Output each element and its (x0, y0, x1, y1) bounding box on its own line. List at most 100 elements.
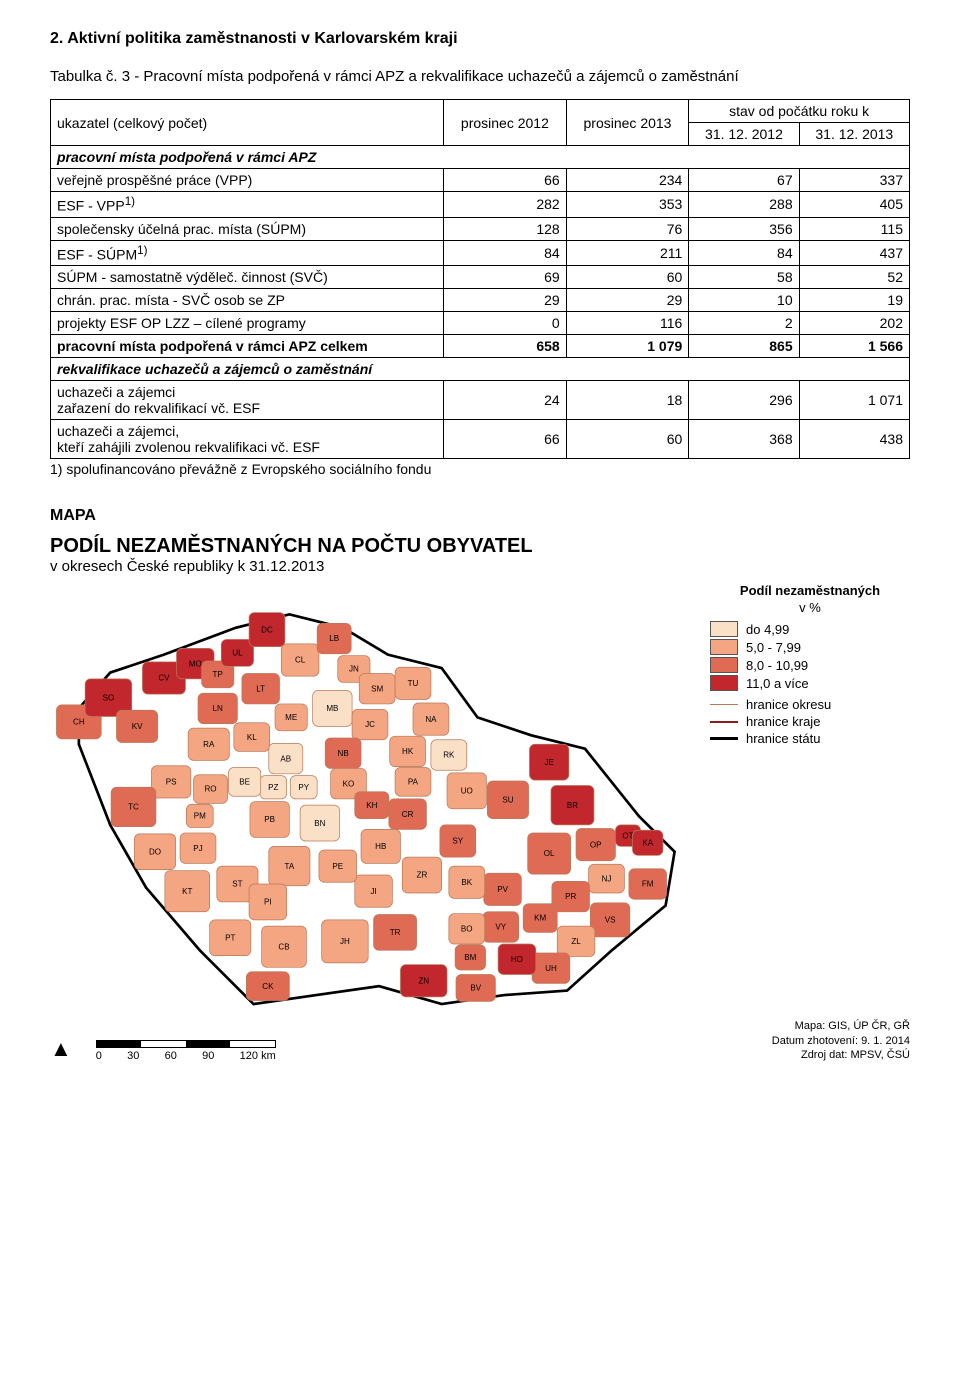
legend-label: 11,0 a více (746, 676, 809, 691)
credit-line: Datum zhotovení: 9. 1. 2014 (772, 1034, 910, 1048)
table-cell: 438 (799, 420, 909, 459)
district-shape (552, 882, 590, 912)
table-cell: 58 (689, 266, 799, 289)
table-cell: 52 (799, 266, 909, 289)
group-header-cell: pracovní místa podpořená v rámci APZ (51, 146, 910, 169)
credit-line: Mapa: GIS, ÚP ČR, GŘ (772, 1019, 910, 1033)
row-label: společensky účelná prac. místa (SÚPM) (51, 217, 444, 240)
table-cell: 0 (444, 312, 567, 335)
legend-line-item: hranice kraje (710, 714, 910, 729)
table-cell: 658 (444, 335, 567, 358)
table-cell: 66 (444, 420, 567, 459)
table-cell: 865 (689, 335, 799, 358)
row-label: ESF - VPP1) (51, 192, 444, 218)
district-shape (483, 912, 519, 942)
district-shape (246, 972, 289, 1001)
apz-table: ukazatel (celkový počet) prosinec 2012 p… (50, 99, 910, 459)
district-shape (449, 914, 485, 944)
credit-line: Zdroj dat: MPSV, ČSÚ (772, 1048, 910, 1062)
district-shape (355, 792, 389, 819)
scalebar-tick: 120 km (240, 1050, 276, 1062)
north-arrow-icon: ▲ (50, 1036, 72, 1062)
district-shape (111, 788, 156, 827)
district-shape (300, 805, 339, 841)
legend-label: 5,0 - 7,99 (746, 640, 801, 655)
table-cell: 282 (444, 192, 567, 218)
table-cell: 337 (799, 169, 909, 192)
scalebar-tick: 90 (202, 1050, 214, 1062)
district-shape (390, 737, 426, 767)
scalebar-tick: 30 (127, 1050, 139, 1062)
map-title: PODÍL NEZAMĚSTNANÝCH NA POČTU OBYVATEL (50, 535, 910, 558)
th-col1: prosinec 2012 (444, 100, 567, 146)
legend-swatch (710, 621, 738, 637)
row-label: pracovní místa podpořená v rámci APZ cel… (51, 335, 444, 358)
district-shape (498, 944, 536, 974)
district-shape (249, 884, 287, 920)
legend-swatch (710, 675, 738, 691)
legend-line-item: hranice okresu (710, 697, 910, 712)
table-row: veřejně prospěšné práce (VPP)6623467337 (51, 169, 910, 192)
district-shape (210, 920, 251, 956)
district-shape (242, 674, 280, 704)
row-label: chrán. prac. místa - SVČ osob se ZP (51, 289, 444, 312)
table-cell: 10 (689, 289, 799, 312)
district-shape (528, 833, 571, 874)
legend-item: 8,0 - 10,99 (710, 657, 910, 673)
district-shape (180, 833, 216, 863)
district-shape (532, 953, 570, 983)
table-cell: 115 (799, 217, 909, 240)
district-shape (352, 710, 388, 740)
district-shape (290, 776, 317, 799)
district-shape (523, 904, 557, 933)
table-caption: Tabulka č. 3 - Pracovní místa podpořená … (50, 68, 910, 85)
group-header-row: pracovní místa podpořená v rámci APZ (51, 146, 910, 169)
scalebar-tick: 60 (165, 1050, 177, 1062)
table-cell: 1 071 (799, 381, 909, 420)
scalebar-segment (230, 1041, 275, 1047)
row-label: ESF - SÚPM1) (51, 240, 444, 266)
district-shape (260, 776, 287, 799)
district-shape (389, 799, 427, 829)
table-row: pracovní místa podpořená v rámci APZ cel… (51, 335, 910, 358)
scalebar-segment (97, 1041, 142, 1047)
legend-sub: v % (710, 600, 910, 615)
district-shape (551, 786, 594, 825)
scalebar-tick: 0 (96, 1050, 102, 1062)
table-cell: 66 (444, 169, 567, 192)
legend-swatch (710, 657, 738, 673)
group-header-row: rekvalifikace uchazečů a zájemců o zaměs… (51, 358, 910, 381)
map-heading: MAPA (50, 507, 910, 525)
table-cell: 234 (566, 169, 689, 192)
district-shape (325, 738, 361, 768)
legend-item: 5,0 - 7,99 (710, 639, 910, 655)
district-shape (589, 865, 625, 894)
table-cell: 1 566 (799, 335, 909, 358)
table-row: společensky účelná prac. místa (SÚPM)128… (51, 217, 910, 240)
table-cell: 288 (689, 192, 799, 218)
district-shape (275, 704, 307, 731)
table-cell: 19 (799, 289, 909, 312)
table-cell: 60 (566, 420, 689, 459)
map-credits: Mapa: GIS, ÚP ČR, GŘDatum zhotovení: 9. … (772, 1019, 910, 1062)
district-shape (590, 903, 629, 937)
scalebar: 0 30 60 90 120 km (96, 1040, 276, 1062)
district-shape (557, 926, 595, 956)
scalebar-segment (141, 1041, 186, 1047)
table-cell: 60 (566, 266, 689, 289)
table-cell: 368 (689, 420, 799, 459)
legend-label: hranice kraje (746, 714, 820, 729)
map-svg: CHSOKVCVMOTPULDCLTCLLBJNSMTULNRAKLMEMBJC… (50, 583, 690, 1013)
table-row: uchazeči a zájemci, kteří zahájili zvole… (51, 420, 910, 459)
district-shape (134, 834, 175, 870)
group-header-cell: rekvalifikace uchazečů a zájemců o zaměs… (51, 358, 910, 381)
table-row: projekty ESF OP LZZ – cílené programy011… (51, 312, 910, 335)
district-shape (262, 926, 307, 967)
row-label: uchazeči a zájemci, kteří zahájili zvole… (51, 420, 444, 459)
district-shape (400, 965, 447, 997)
map-legend: Podíl nezaměstnaných v % do 4,995,0 - 7,… (710, 583, 910, 748)
row-label: veřejně prospěšné práce (VPP) (51, 169, 444, 192)
district-shape (487, 781, 528, 819)
table-cell: 128 (444, 217, 567, 240)
district-shape (281, 644, 319, 676)
